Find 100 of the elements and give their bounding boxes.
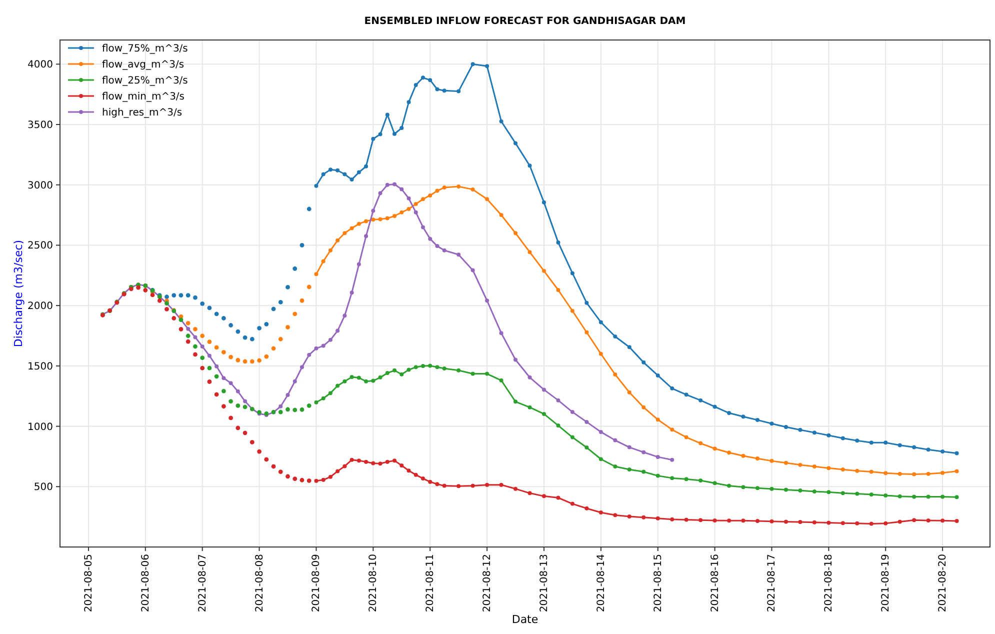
point [321,172,326,176]
point [207,340,212,344]
point [371,378,376,383]
point [428,193,432,198]
point [840,436,845,440]
point [321,396,326,400]
x-tick-label: 2021-08-08 [254,554,266,612]
point [300,298,304,303]
point [613,464,618,468]
y-tick-label: 500 [34,482,53,494]
point [656,516,660,520]
point [378,191,382,196]
point [855,438,860,443]
point [207,380,212,384]
point [236,389,240,394]
point [186,334,190,338]
point [884,471,888,476]
point [642,450,646,454]
point [228,354,234,360]
point [840,521,845,526]
point [400,126,404,130]
point [392,368,397,372]
point [328,391,332,396]
point [164,306,169,312]
point [698,478,703,482]
point [869,492,874,496]
point [741,414,746,419]
point [278,470,283,474]
point [278,300,283,304]
y-tick-label: 2500 [28,240,53,252]
point [406,196,411,200]
point [342,464,347,468]
point [400,464,404,468]
point [656,454,660,459]
point [528,164,532,168]
point [940,518,945,523]
point [364,234,368,238]
point [485,482,490,487]
point [435,244,440,248]
point [371,461,376,466]
point [186,339,190,344]
point [898,443,902,448]
point [485,372,490,376]
point [499,119,504,124]
point [193,344,198,349]
point [556,240,560,244]
y-tick-label: 4000 [28,60,53,71]
point [292,266,298,271]
point [214,392,219,397]
point [627,514,632,518]
point [570,502,574,506]
point [222,388,226,394]
point [300,407,304,412]
point [570,271,574,276]
point [336,469,340,474]
point [485,64,490,68]
point [670,386,674,390]
point [670,428,674,432]
point [286,285,290,290]
point [222,350,226,354]
point [392,132,397,136]
point [756,456,760,461]
point [300,365,304,370]
point [514,400,518,404]
point [186,293,190,298]
point [855,521,860,526]
x-tick-label: 2021-08-16 [710,554,721,612]
point [236,329,240,334]
y-tick-label: 1500 [28,361,53,372]
point [826,490,831,494]
point [584,420,589,424]
point [385,112,390,117]
x-tick-label: 2021-08-12 [482,554,494,612]
point [869,522,874,526]
point [200,356,205,360]
point [798,462,802,467]
point [257,449,262,454]
point [186,326,190,331]
point [172,316,176,320]
point [954,519,959,524]
point [314,272,318,276]
point [627,468,632,472]
x-tick-label: 2021-08-19 [880,554,892,612]
point [869,470,874,474]
point [584,446,589,450]
point [698,441,703,446]
point [556,398,560,402]
point [420,197,425,202]
point [371,208,376,213]
point [670,458,674,462]
point [356,262,361,266]
point [627,445,632,450]
x-tick-label: 2021-08-09 [311,554,322,612]
point [798,488,802,493]
point [420,76,425,80]
point [300,478,304,482]
point [940,470,945,475]
point [242,335,248,340]
point [356,376,361,380]
point [164,294,169,300]
